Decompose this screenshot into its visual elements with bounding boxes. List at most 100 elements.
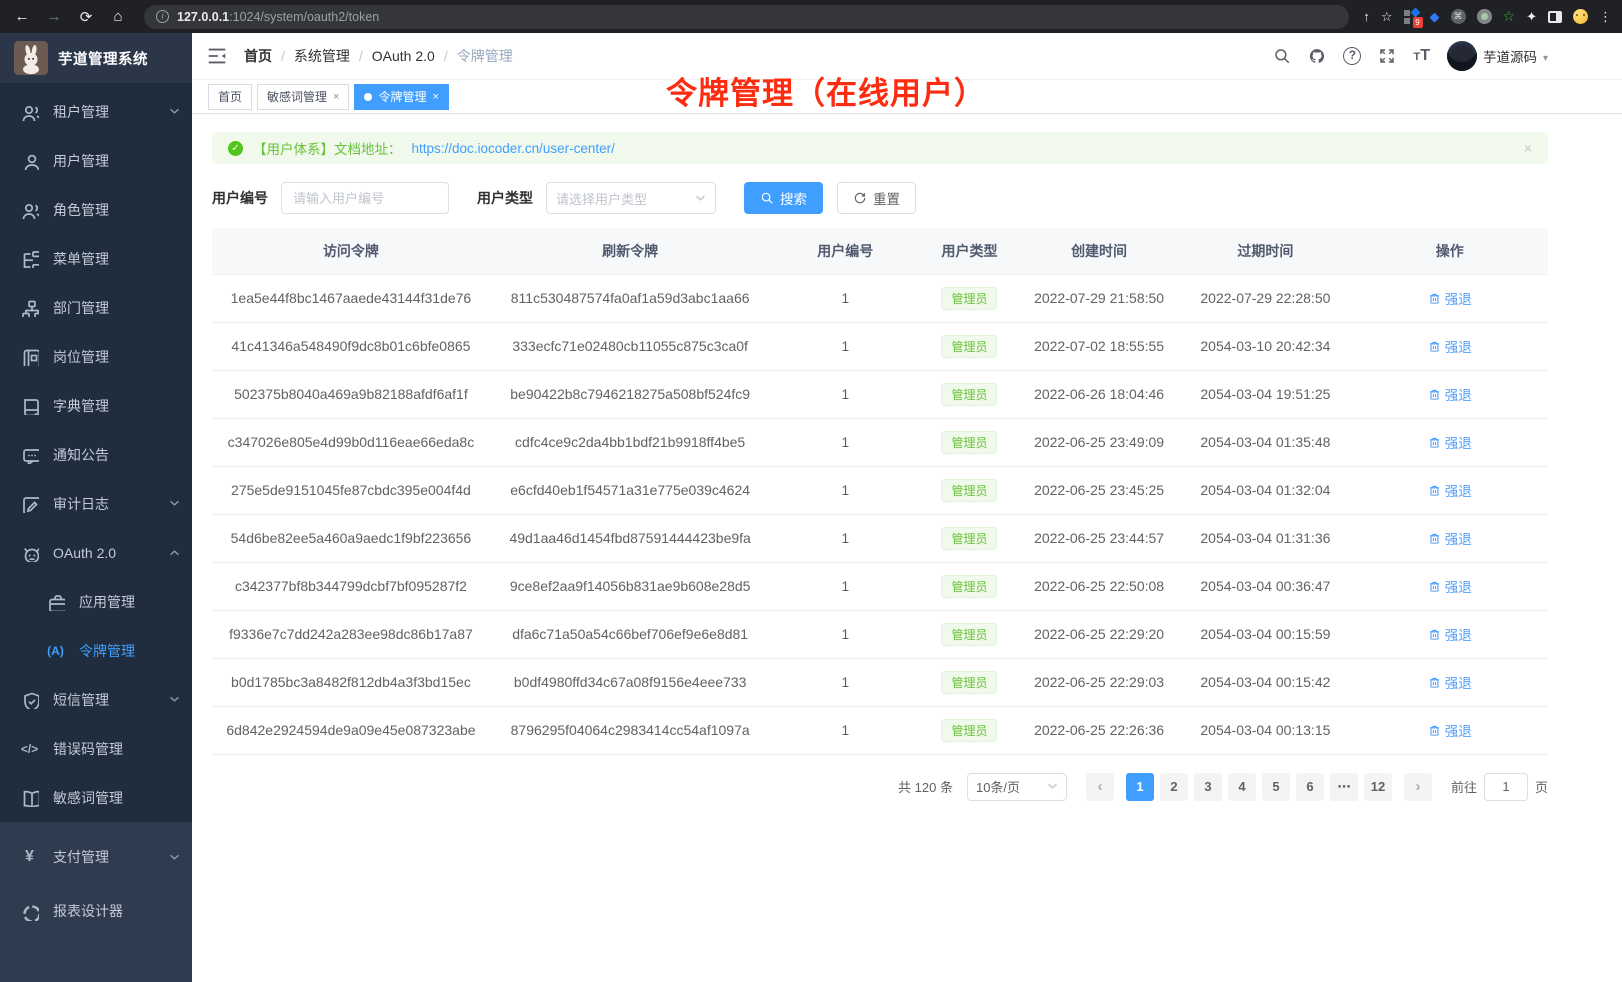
github-icon[interactable] bbox=[1308, 47, 1326, 65]
force-logout-button[interactable]: 强退 bbox=[1428, 336, 1472, 356]
sidebar-item-dict[interactable]: 字典管理 bbox=[0, 381, 192, 430]
help-icon[interactable]: ? bbox=[1343, 47, 1362, 65]
sidebar-item-user[interactable]: 用户管理 bbox=[0, 136, 192, 185]
page-button[interactable]: 3 bbox=[1193, 772, 1222, 801]
action-cell: 强退 bbox=[1351, 418, 1548, 467]
close-icon[interactable]: × bbox=[333, 90, 340, 103]
tab-token[interactable]: 令牌管理 × bbox=[354, 83, 449, 110]
sidebar-item-oauth2[interactable]: OAuth 2.0 bbox=[0, 528, 192, 577]
sidebar-item-post[interactable]: 岗位管理 bbox=[0, 332, 192, 381]
sidebar-item-sms[interactable]: 短信管理 bbox=[0, 675, 192, 724]
next-page-button[interactable]: › bbox=[1403, 772, 1432, 801]
access-token-cell: 275e5de9151045fe87cbdc395e004f4d bbox=[212, 466, 490, 515]
close-icon[interactable]: × bbox=[432, 90, 439, 103]
browser-back-icon[interactable]: ← bbox=[14, 8, 30, 25]
page-button[interactable]: 4 bbox=[1227, 772, 1256, 801]
page-size-select[interactable]: 10条/页 bbox=[966, 772, 1067, 801]
reset-button[interactable]: 重置 bbox=[837, 182, 916, 214]
sidebar-item-notice[interactable]: 通知公告 bbox=[0, 430, 192, 479]
sidebar-item-audit-log[interactable]: 审计日志 bbox=[0, 479, 192, 528]
sidebar-item-oauth2-token[interactable]: (A) 令牌管理 bbox=[47, 642, 135, 659]
command-extension-icon[interactable]: ⌘ bbox=[1450, 9, 1466, 24]
puzzle-extensions-icon[interactable]: ✦ bbox=[1526, 8, 1537, 24]
browser-reload-icon[interactable]: ⟳ bbox=[79, 8, 93, 26]
prev-page-button[interactable]: ‹ bbox=[1085, 772, 1114, 801]
sidebar-item-error-code[interactable]: </> 错误码管理 bbox=[20, 740, 123, 757]
open-book-icon bbox=[23, 790, 39, 807]
sidebar-item-menu[interactable]: 菜单管理 bbox=[0, 234, 192, 283]
breadcrumb-oauth2[interactable]: OAuth 2.0 bbox=[371, 48, 435, 64]
user-id-cell: 1 bbox=[770, 274, 921, 323]
sidebar-item-sensitive-word[interactable]: 敏感词管理 bbox=[0, 773, 192, 822]
page-ellipsis-button[interactable]: ⋯ bbox=[1329, 772, 1358, 801]
recorder-extension-icon[interactable] bbox=[1476, 9, 1492, 24]
token-icon: (A) bbox=[47, 643, 64, 658]
page-button[interactable]: 12 bbox=[1363, 772, 1392, 801]
sidebar-item-oauth2-app[interactable]: 应用管理 bbox=[0, 577, 192, 626]
chevron-down-icon bbox=[1047, 783, 1058, 789]
fullscreen-icon[interactable] bbox=[1378, 47, 1396, 65]
tab-sensitive-word[interactable]: 敏感词管理 × bbox=[257, 83, 350, 110]
force-logout-button[interactable]: 强退 bbox=[1428, 576, 1472, 596]
share-icon[interactable]: ↑ bbox=[1363, 9, 1370, 24]
force-logout-button[interactable]: 强退 bbox=[1428, 720, 1472, 740]
table-row: 502375b8040a469a9b82188afdf6af1f be90422… bbox=[212, 370, 1548, 419]
refresh-token-cell: 9ce8ef2aa9f14056b831ae9b608e28d5 bbox=[489, 562, 771, 611]
page-button[interactable]: 5 bbox=[1261, 772, 1290, 801]
browser-menu-icon[interactable]: ⋮ bbox=[1599, 8, 1612, 24]
user-id-cell: 1 bbox=[770, 322, 921, 371]
extension-icon[interactable]: 9 bbox=[1403, 7, 1423, 28]
app-logo[interactable]: 芋道管理系统 bbox=[0, 33, 192, 83]
action-cell: 强退 bbox=[1351, 514, 1548, 563]
force-logout-button[interactable]: 强退 bbox=[1428, 528, 1472, 548]
shield-icon bbox=[24, 692, 39, 709]
sidebar-item-role[interactable]: 角色管理 bbox=[0, 185, 192, 234]
browser-forward-icon[interactable]: → bbox=[46, 8, 62, 25]
user-type-cell: 管理员 bbox=[920, 610, 1019, 659]
sidebar-item-pay[interactable]: ¥ 支付管理 bbox=[0, 830, 192, 884]
user-type-badge: 管理员 bbox=[941, 286, 998, 310]
expires-cell: 2022-07-29 22:28:50 bbox=[1179, 274, 1352, 323]
user-type-select[interactable]: 请选择用户类型 bbox=[546, 182, 716, 214]
sidebar-collapse-icon[interactable] bbox=[206, 45, 228, 67]
page-button[interactable]: 6 bbox=[1295, 772, 1324, 801]
side-panel-icon[interactable] bbox=[1548, 10, 1562, 23]
sidebar-item-report-designer[interactable]: 报表设计器 bbox=[0, 884, 192, 938]
force-logout-button[interactable]: 强退 bbox=[1428, 672, 1472, 692]
force-logout-button[interactable]: 强退 bbox=[1428, 288, 1472, 308]
expires-cell: 2054-03-04 01:35:48 bbox=[1179, 418, 1352, 467]
page-button[interactable]: 2 bbox=[1159, 772, 1188, 801]
page-button[interactable]: 1 bbox=[1125, 772, 1154, 801]
tab-home[interactable]: 首页 bbox=[208, 83, 253, 110]
col-user-id: 用户编号 bbox=[770, 228, 921, 275]
profile-avatar-icon[interactable] bbox=[1573, 9, 1588, 24]
expires-cell: 2054-03-04 19:51:25 bbox=[1179, 370, 1352, 419]
user-type-cell: 管理员 bbox=[920, 466, 1019, 515]
search-icon[interactable] bbox=[1273, 47, 1291, 65]
trash-icon bbox=[1429, 629, 1440, 640]
green-star-extension-icon[interactable]: ☆ bbox=[1502, 8, 1516, 24]
user-id-input[interactable] bbox=[281, 182, 449, 214]
search-button[interactable]: 搜索 bbox=[744, 182, 823, 214]
force-logout-button[interactable]: 强退 bbox=[1428, 432, 1472, 452]
user-type-cell: 管理员 bbox=[920, 418, 1019, 467]
user-menu[interactable]: 芋道源码 ▾ bbox=[1446, 41, 1548, 71]
browser-home-icon[interactable]: ⌂ bbox=[113, 8, 123, 25]
gem-extension-icon[interactable]: ◆ bbox=[1429, 8, 1440, 24]
sidebar-item-tenant[interactable]: 租户管理 bbox=[0, 87, 192, 136]
force-logout-button[interactable]: 强退 bbox=[1428, 384, 1472, 404]
access-token-cell: 54d6be82ee5a460a9aedc1f9bf223656 bbox=[212, 514, 490, 563]
doc-link[interactable]: https://doc.iocoder.cn/user-center/ bbox=[411, 140, 615, 156]
force-logout-button[interactable]: 强退 bbox=[1428, 624, 1472, 644]
force-logout-button[interactable]: 强退 bbox=[1428, 480, 1472, 500]
address-bar[interactable]: i 127.0.0.1:1024/system/oauth2/token bbox=[144, 4, 1350, 29]
site-info-icon[interactable]: i bbox=[156, 10, 169, 23]
bookmark-star-icon[interactable]: ☆ bbox=[1380, 8, 1393, 24]
alert-close-icon[interactable]: × bbox=[1523, 140, 1532, 156]
font-size-icon[interactable]: TT bbox=[1413, 47, 1430, 64]
goto-page-input[interactable] bbox=[1483, 772, 1528, 801]
breadcrumb-system[interactable]: 系统管理 bbox=[293, 48, 350, 64]
sidebar-item-dept[interactable]: 部门管理 bbox=[0, 283, 192, 332]
breadcrumb-home[interactable]: 首页 bbox=[244, 48, 272, 64]
user-id-cell: 1 bbox=[770, 706, 921, 755]
